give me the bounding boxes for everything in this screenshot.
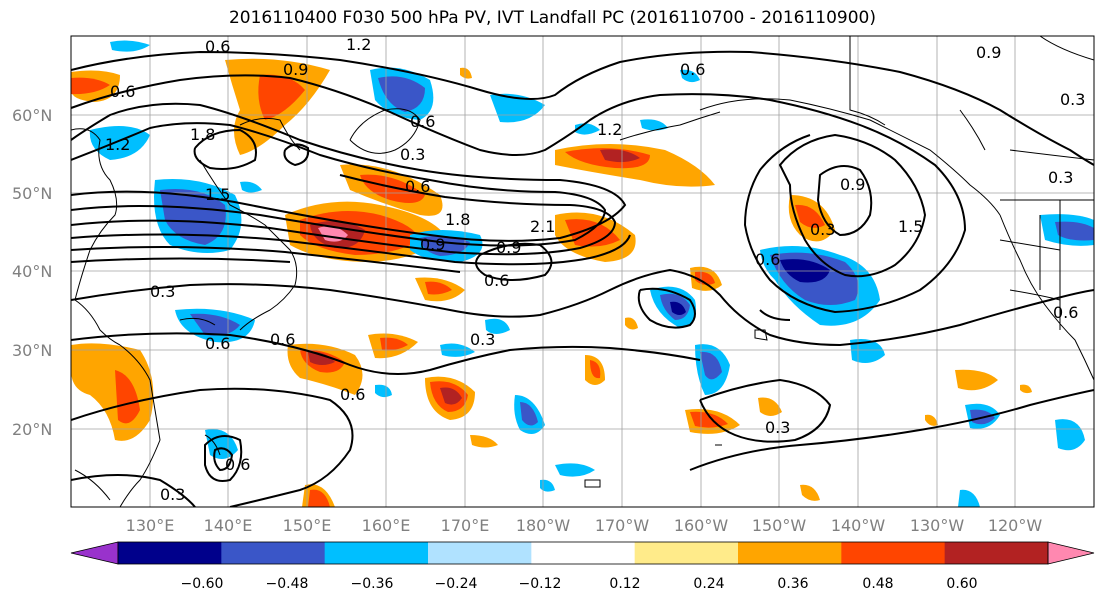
- pv-shading: [71, 40, 1094, 507]
- contour-label: 0.9: [496, 238, 521, 257]
- lon-label: 160°W: [674, 516, 729, 535]
- contour-label: 1.2: [105, 135, 130, 154]
- longitude-labels: 130°E 140°E 150°E 160°E 170°E 180°W 170°…: [126, 516, 1043, 535]
- contour-label: 0.6: [225, 455, 250, 474]
- colorbar-tick-label: 0.60: [946, 576, 977, 592]
- colorbar-cell: [634, 542, 739, 564]
- contour-label: 0.3: [470, 330, 495, 349]
- colorbar-tick-label: 0.12: [609, 576, 640, 592]
- contour-label: 0.6: [340, 385, 365, 404]
- colorbar-tick-label: 0.24: [693, 576, 724, 592]
- colorbar-tick-label: −0.24: [435, 576, 478, 592]
- lat-label: 60°N: [12, 106, 52, 125]
- contour-label: 0.3: [400, 145, 425, 164]
- colorbar-cell: [531, 542, 636, 564]
- contour-label: 0.6: [205, 334, 230, 353]
- contour-label: 0.9: [976, 43, 1001, 62]
- lon-label: 120°W: [988, 516, 1043, 535]
- lon-label: 180°W: [516, 516, 571, 535]
- colorbar-tick-label: −0.12: [519, 576, 562, 592]
- colorbar-cell: [324, 542, 429, 564]
- lat-label: 50°N: [12, 184, 52, 203]
- colorbar-tick-label: −0.36: [351, 576, 394, 592]
- colorbar-extend-high: [1047, 541, 1095, 565]
- lon-label: 140°E: [204, 516, 253, 535]
- contour-label: 0.9: [283, 60, 308, 79]
- contour-label: 0.3: [1060, 90, 1085, 109]
- colorbar-tick-label: 0.36: [777, 576, 808, 592]
- contour-label: 0.9: [420, 235, 445, 254]
- colorbar-tick-label: 0.48: [862, 576, 893, 592]
- map-title: 2016110400 F030 500 hPa PV, IVT Landfall…: [228, 8, 876, 28]
- colorbar-cell: [738, 542, 842, 564]
- colorbar-cells: [70, 541, 1095, 565]
- lon-label: 150°W: [752, 516, 807, 535]
- lon-label: 160°E: [362, 516, 411, 535]
- colorbar-ticks: −0.60 −0.48 −0.36 −0.24 −0.12 0.12 0.24 …: [181, 576, 978, 592]
- colorbar-tick-label: −0.60: [181, 576, 224, 592]
- contour-label: 0.6: [484, 271, 509, 290]
- lon-label: 150°E: [283, 516, 332, 535]
- contour-label: 0.6: [405, 177, 430, 196]
- colorbar-cell: [221, 542, 326, 564]
- contour-label: 0.3: [810, 220, 835, 239]
- colorbar-tick-label: −0.48: [266, 576, 309, 592]
- contour-label: 0.6: [1053, 303, 1078, 322]
- contour-labels: 0.6 1.2 0.9 0.6 1.2 1.8 0.3 0.6 1.8 2.1 …: [105, 35, 1085, 504]
- contour-label: 1.8: [190, 125, 215, 144]
- lon-label: 170°E: [441, 516, 490, 535]
- contour-label: 0.6: [755, 250, 780, 269]
- contour-label: 1.2: [346, 35, 371, 54]
- contour-label: 0.3: [150, 282, 175, 301]
- colorbar-extend-low: [70, 541, 119, 565]
- latitude-labels: 60°N 50°N 40°N 30°N 20°N: [12, 106, 52, 439]
- contour-label: 0.6: [410, 112, 435, 131]
- contour-label: 0.3: [160, 485, 185, 504]
- contour-label: 0.6: [680, 60, 705, 79]
- contour-label: 1.2: [597, 120, 622, 139]
- colorbar-cell: [428, 542, 532, 564]
- contour-label: 0.6: [270, 330, 295, 349]
- lon-label: 130°W: [910, 516, 965, 535]
- contour-label: 0.6: [110, 82, 135, 101]
- colorbar-cell: [944, 542, 1049, 564]
- lon-label: 170°W: [595, 516, 650, 535]
- lon-label: 140°W: [831, 516, 886, 535]
- contour-label: 0.6: [205, 37, 230, 56]
- contour-label: 1.5: [898, 217, 923, 236]
- colorbar-cell: [118, 542, 222, 564]
- colorbar-outline: [117, 541, 1049, 565]
- colorbar-cell: [841, 542, 946, 564]
- lat-label: 40°N: [12, 262, 52, 281]
- contour-label: 0.3: [765, 418, 790, 437]
- map-frame: [70, 35, 1095, 508]
- lon-label: 130°E: [126, 516, 175, 535]
- lat-label: 30°N: [12, 341, 52, 360]
- coastlines: [71, 36, 1094, 507]
- contour-label: 1.5: [205, 185, 230, 204]
- contour-label: 2.1: [530, 217, 555, 236]
- lat-label: 20°N: [12, 420, 52, 439]
- pv-contours: [71, 50, 1094, 507]
- contour-label: 0.9: [840, 175, 865, 194]
- contour-label: 1.8: [445, 210, 470, 229]
- contour-label: 0.3: [1048, 168, 1073, 187]
